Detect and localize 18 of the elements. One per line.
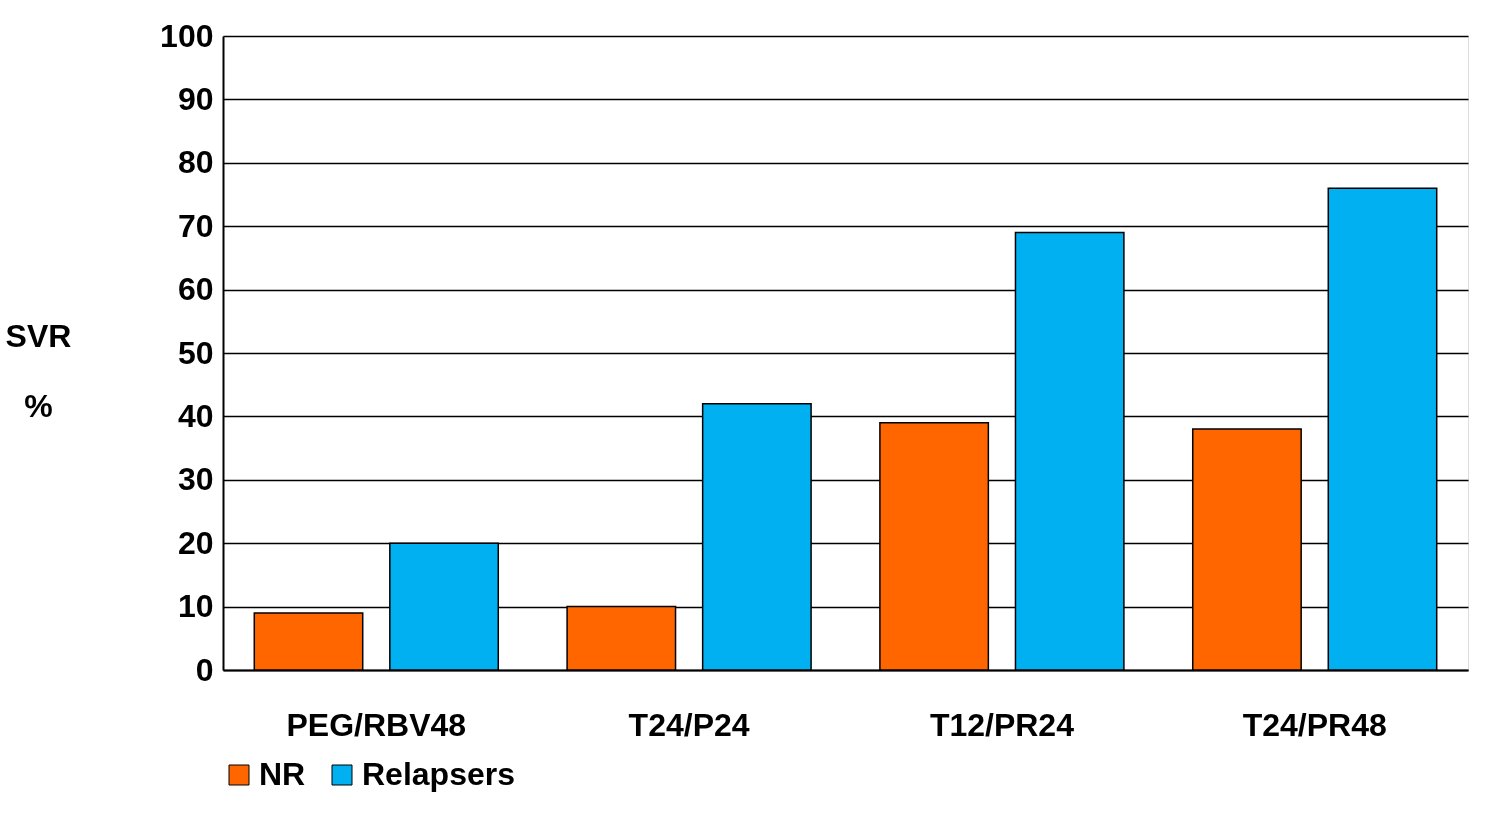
y-tick-label: 80 — [177, 144, 214, 181]
y-tick-label: 100 — [160, 17, 214, 54]
y-tick-label: 40 — [177, 397, 214, 434]
y-tick-label: 30 — [177, 461, 214, 498]
x-tick-label: T12/PR24 — [929, 706, 1075, 743]
legend-label: NR — [259, 756, 306, 792]
legend-label: Relapsers — [362, 756, 515, 792]
x-tick-label: T24/PR48 — [1242, 706, 1387, 743]
x-tick-label: T24/P24 — [628, 706, 750, 743]
y-tick-label: 50 — [177, 334, 214, 371]
x-tick-label: PEG/RBV48 — [286, 706, 467, 743]
y-tick-label: 90 — [177, 80, 214, 117]
y-axis-title: SVR % — [5, 317, 72, 424]
y-tick-label: 70 — [177, 207, 214, 244]
y-tick-label: 10 — [177, 588, 214, 625]
y-tick-label: 0 — [195, 651, 214, 688]
y-tick-label: 20 — [177, 524, 214, 561]
y-tick-label: 60 — [177, 271, 214, 308]
